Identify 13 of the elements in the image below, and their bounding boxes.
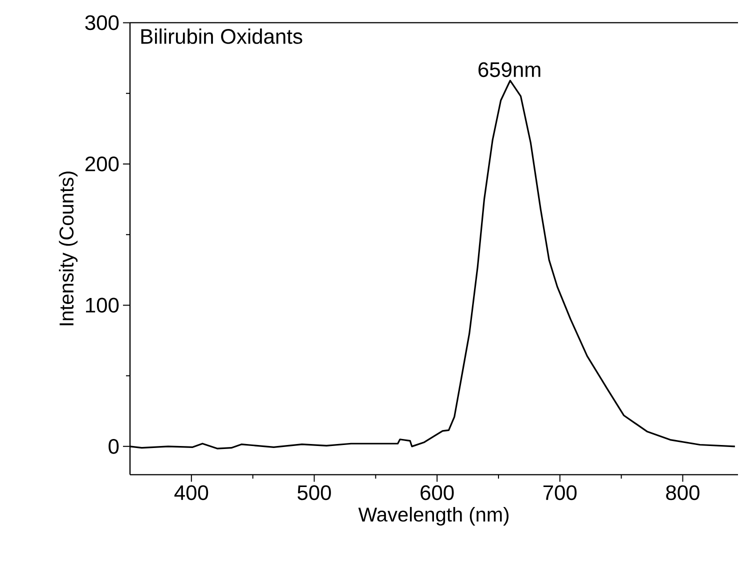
y-tick-label: 300 bbox=[85, 15, 119, 30]
annotation: 659nm bbox=[478, 62, 540, 78]
x-tick-label: 800 bbox=[666, 485, 700, 500]
y-axis-title: Intensity (Counts) bbox=[58, 172, 78, 326]
y-tick-label: 100 bbox=[86, 298, 119, 313]
y-tick-label: 0 bbox=[108, 439, 119, 454]
y-tick-label: 200 bbox=[85, 156, 119, 172]
x-tick-label: 600 bbox=[420, 485, 454, 500]
x-tick-label: 500 bbox=[298, 485, 331, 500]
x-axis-title: Wavelength (nm) bbox=[358, 506, 508, 526]
annotation: Bilirubin Oxidants bbox=[141, 28, 302, 44]
x-tick-label: 400 bbox=[174, 485, 208, 500]
x-tick-label: 700 bbox=[543, 485, 577, 500]
